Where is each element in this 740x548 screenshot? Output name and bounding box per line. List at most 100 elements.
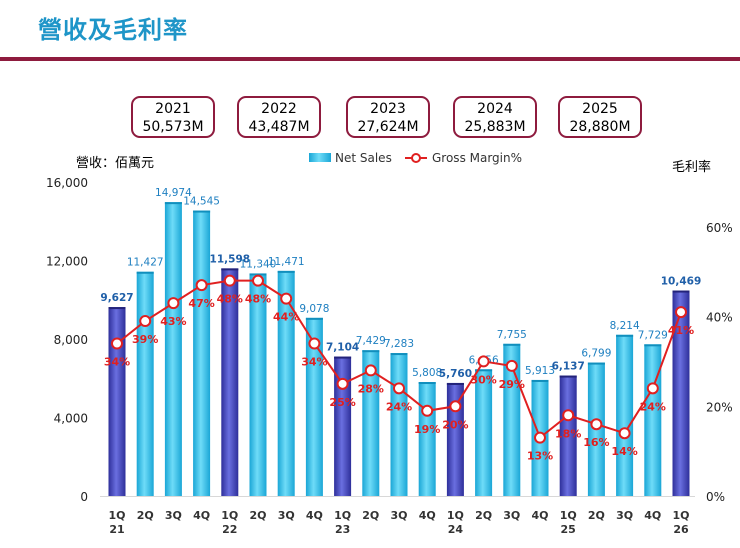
- bar-cap: [644, 344, 662, 347]
- x-tick-label: 3Q: [616, 509, 633, 522]
- annual-year: 2023: [370, 101, 406, 117]
- x-tick-label: 4Q: [306, 509, 323, 522]
- y-left-tick-label: 12,000: [46, 255, 88, 269]
- x-tick-label: 3Q: [390, 509, 407, 522]
- left-axis-unit-label: 營收：佰萬元: [76, 156, 155, 171]
- gross-margin-label: 39%: [132, 333, 158, 346]
- bar-net-sales: [334, 356, 352, 496]
- gross-margin-label: 34%: [301, 355, 327, 368]
- bar-net-sales: [221, 268, 239, 496]
- bar-value-label: 5,913: [525, 365, 555, 377]
- bar-cap: [362, 350, 380, 353]
- x-tick-label: 2Q: [475, 509, 492, 522]
- x-tick-label: 1Q: [560, 509, 577, 522]
- gross-margin-point: [364, 364, 377, 377]
- gross-margin-point: [646, 382, 659, 395]
- gross-margin-label: 41%: [668, 324, 694, 337]
- bar-value-label: 10,469: [661, 276, 702, 288]
- bar-cap: [475, 369, 493, 372]
- x-tick-label: 4Q: [419, 509, 436, 522]
- gross-margin-point: [421, 404, 434, 417]
- gross-margin-point: [223, 274, 236, 287]
- legend-label-gross-margin: Gross Margin%: [432, 151, 522, 165]
- annual-value: 27,624M: [357, 119, 419, 135]
- gross-margin-label: 44%: [273, 311, 299, 324]
- bar-value-label: 8,214: [610, 320, 640, 332]
- annual-year: 2022: [261, 101, 297, 117]
- gross-margin-label: 14%: [611, 445, 637, 458]
- bar-net-sales: [418, 382, 436, 496]
- annual-year: 2021: [155, 101, 191, 117]
- bar-net-sales: [503, 343, 521, 496]
- bar-cap: [531, 379, 549, 382]
- y-left-tick-label: 4,000: [54, 412, 88, 426]
- bar-cap: [193, 210, 211, 213]
- gross-margin-label: 28%: [358, 382, 384, 395]
- y-left-tick-label: 16,000: [46, 176, 88, 190]
- gross-margin-label: 48%: [217, 293, 243, 306]
- gross-margin-label: 16%: [583, 436, 609, 449]
- annual-total-2024: 2024 25,883M: [453, 96, 537, 138]
- bar-value-label: 14,545: [183, 196, 220, 208]
- bar-cap: [503, 343, 521, 346]
- annual-year: 2025: [582, 101, 618, 117]
- y-right-tick-label: 60%: [706, 221, 733, 235]
- bar-value-label: 11,340: [240, 258, 277, 270]
- bar-value-label: 5,808: [412, 367, 442, 379]
- bar-value-label: 11,471: [268, 256, 305, 268]
- bar-cap: [616, 334, 634, 337]
- bar-net-sales: [559, 375, 577, 496]
- gross-margin-label: 29%: [499, 378, 525, 391]
- bar-net-sales: [249, 273, 267, 496]
- bar-value-label: 7,104: [326, 342, 359, 354]
- right-axis-unit-label: 毛利率: [672, 160, 712, 175]
- y-right-tick-label: 20%: [706, 400, 733, 414]
- gross-margin-point: [195, 279, 208, 292]
- x-year-label: 21: [109, 523, 124, 536]
- bar-net-sales: [475, 369, 493, 496]
- x-year-label: 26: [673, 523, 689, 536]
- annual-value: 50,573M: [142, 119, 204, 135]
- x-year-label: 23: [335, 523, 350, 536]
- annual-total-2022: 2022 43,487M: [237, 96, 321, 138]
- gross-margin-point: [534, 431, 546, 444]
- bar-cap: [446, 382, 464, 385]
- gross-margin-label: 34%: [104, 355, 130, 368]
- x-tick-label: 1Q: [108, 509, 125, 522]
- gross-margin-point: [505, 359, 518, 372]
- gross-margin-point: [618, 427, 631, 440]
- x-tick-label: 1Q: [447, 509, 464, 522]
- bar-value-label: 11,427: [127, 257, 164, 269]
- bar-net-sales: [672, 290, 690, 496]
- x-tick-label: 1Q: [221, 509, 238, 522]
- bar-cap: [587, 362, 605, 365]
- bar-cap: [108, 307, 126, 310]
- bar-net-sales: [644, 344, 662, 496]
- gross-margin-point: [111, 337, 123, 350]
- gross-margin-point: [252, 274, 264, 287]
- x-year-label: 24: [448, 523, 464, 536]
- legend-label-net-sales: Net Sales: [335, 151, 392, 165]
- gross-margin-point: [308, 337, 321, 350]
- x-tick-label: 2Q: [588, 509, 605, 522]
- gross-margin-point: [590, 418, 603, 431]
- bar-net-sales: [193, 210, 211, 496]
- bar-cap: [418, 382, 436, 385]
- gross-margin-point: [562, 409, 575, 422]
- bar-value-label: 6,799: [581, 348, 611, 360]
- x-tick-label: 2Q: [249, 509, 266, 522]
- x-tick-label: 4Q: [644, 509, 661, 522]
- bar-net-sales: [446, 382, 464, 496]
- bar-value-label: 7,283: [384, 338, 414, 350]
- gross-margin-label: 47%: [188, 297, 214, 310]
- gross-margin-point: [393, 382, 405, 395]
- y-left-tick-label: 8,000: [54, 333, 88, 347]
- gross-margin-label: 24%: [640, 400, 666, 413]
- x-tick-label: 4Q: [193, 509, 210, 522]
- x-tick-label: 3Q: [278, 509, 295, 522]
- bar-cap: [136, 271, 154, 274]
- bar-net-sales: [108, 307, 126, 496]
- bar-value-label: 6,137: [552, 361, 585, 373]
- gross-margin-label: 13%: [527, 450, 553, 463]
